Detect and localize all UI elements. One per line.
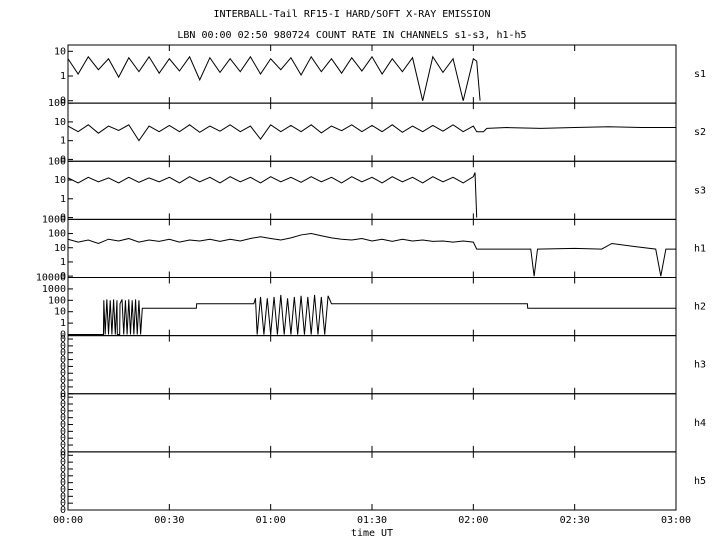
y-tick-label: 0 xyxy=(60,450,66,461)
panel-label: h4 xyxy=(694,418,706,429)
y-tick-label: 10000 xyxy=(36,273,66,284)
y-tick-label: 0 xyxy=(60,505,66,516)
y-tick-label: 0 xyxy=(60,341,66,352)
x-tick-label: 00:30 xyxy=(154,515,184,526)
y-tick-label: 10 xyxy=(54,307,66,318)
y-tick-label: 0 xyxy=(60,399,66,410)
y-tick-label: 1 xyxy=(60,71,66,82)
y-tick-label: 0 xyxy=(60,355,66,366)
y-tick-label: 0 xyxy=(60,368,66,379)
y-tick-label: 1000 xyxy=(42,214,66,225)
panel-label: h5 xyxy=(694,476,706,487)
x-tick-label: 01:00 xyxy=(256,515,286,526)
panel-label: s3 xyxy=(694,185,706,196)
y-tick-label: 0 xyxy=(60,406,66,417)
y-tick-label: 0 xyxy=(60,471,66,482)
y-tick-label: 100 xyxy=(48,295,66,306)
data-line xyxy=(67,233,676,277)
panel-frame xyxy=(67,451,677,511)
y-tick-label: 0 xyxy=(60,491,66,502)
y-tick-label: 10 xyxy=(54,117,66,128)
y-tick-label: 100 xyxy=(48,98,66,109)
panel-label: h2 xyxy=(694,302,706,313)
y-tick-label: 0 xyxy=(60,330,66,341)
y-tick-label: 0 xyxy=(60,440,66,451)
x-tick-label: 02:30 xyxy=(560,515,590,526)
x-tick-label: 03:00 xyxy=(661,515,691,526)
data-line xyxy=(68,294,676,336)
y-tick-label: 0 xyxy=(60,433,66,444)
y-tick-label: 0 xyxy=(60,382,66,393)
y-tick-label: 1 xyxy=(60,136,66,147)
y-tick-label: 0 xyxy=(60,334,66,345)
y-tick-label: 100 xyxy=(48,156,66,167)
panel-frame xyxy=(67,277,677,337)
x-tick-label: 01:30 xyxy=(357,515,387,526)
panel-label: s2 xyxy=(694,127,706,138)
data-line xyxy=(67,124,676,142)
y-tick-label: 1000 xyxy=(42,284,66,295)
y-tick-label: 0 xyxy=(60,478,66,489)
y-tick-label: 0 xyxy=(60,361,66,372)
panel-label: h3 xyxy=(694,360,706,371)
y-tick-label: 0 xyxy=(60,96,66,107)
y-tick-label: 0 xyxy=(60,457,66,468)
x-tick-label: 00:00 xyxy=(53,515,83,526)
y-tick-label: 0 xyxy=(60,154,66,165)
panel-frame xyxy=(67,335,677,395)
x-axis-label: time UT xyxy=(351,528,393,539)
y-tick-label: 0 xyxy=(60,213,66,224)
x-tick-label: 02:00 xyxy=(458,515,488,526)
y-tick-label: 0 xyxy=(60,271,66,282)
chart-title: INTERBALL-Tail RF15-I HARD/SOFT X-RAY EM… xyxy=(214,9,491,20)
y-tick-label: 1 xyxy=(60,194,66,205)
y-tick-label: 1 xyxy=(60,257,66,268)
y-tick-label: 1 xyxy=(60,318,66,329)
panel-frame xyxy=(67,393,677,453)
y-tick-label: 0 xyxy=(60,484,66,495)
panel-label: h1 xyxy=(694,243,706,254)
panel-frame xyxy=(67,160,677,220)
y-tick-label: 10 xyxy=(54,175,66,186)
y-tick-label: 10 xyxy=(54,243,66,254)
y-tick-label: 0 xyxy=(60,420,66,431)
y-tick-label: 0 xyxy=(60,392,66,403)
y-tick-label: 10 xyxy=(54,46,66,57)
y-tick-label: 0 xyxy=(60,464,66,475)
y-tick-label: 0 xyxy=(60,375,66,386)
y-tick-label: 0 xyxy=(60,348,66,359)
y-tick-label: 0 xyxy=(60,413,66,424)
y-tick-label: 0 xyxy=(60,389,66,400)
y-tick-label: 0 xyxy=(60,498,66,509)
panel-label: s1 xyxy=(694,69,706,80)
data-line xyxy=(67,55,481,101)
y-tick-label: 100 xyxy=(48,229,66,240)
data-line xyxy=(67,172,478,218)
y-tick-label: 0 xyxy=(60,426,66,437)
y-tick-label: 0 xyxy=(60,447,66,458)
chart-subtitle: LBN 00:00 02:50 980724 COUNT RATE IN CHA… xyxy=(177,30,526,41)
